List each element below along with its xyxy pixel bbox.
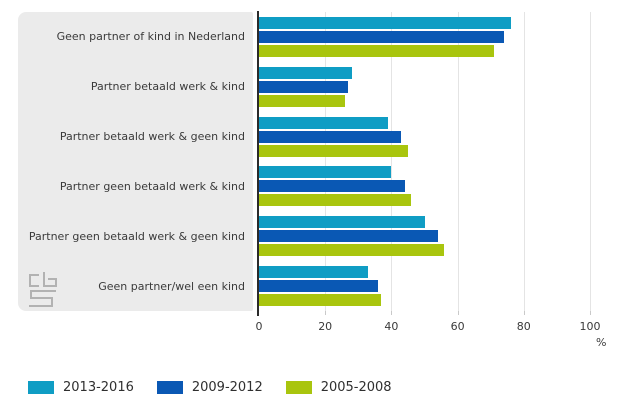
bar-2009-2012 — [259, 30, 504, 43]
bar-group — [259, 112, 590, 162]
category-label-panel — [18, 12, 253, 311]
bar-rows — [259, 12, 590, 311]
tick-mark — [590, 311, 591, 315]
bar-2009-2012 — [259, 180, 405, 193]
category-label: Partner geen betaald werk & kind — [59, 179, 245, 193]
x-tick-label: 0 — [255, 320, 263, 333]
category-label: Partner betaald werk & kind — [90, 80, 245, 94]
bar-2009-2012 — [259, 280, 379, 293]
bar-2005-2008 — [259, 94, 346, 107]
bar-2009-2012 — [259, 230, 438, 243]
bar-2005-2008 — [259, 144, 408, 157]
gridline — [457, 12, 459, 311]
bar-2005-2008 — [259, 194, 412, 207]
bar-2013-2016 — [259, 266, 369, 279]
legend-swatch — [285, 381, 312, 394]
category-label: Partner geen betaald werk & geen kind — [28, 229, 245, 243]
legend: 2013-2016 2009-2012 2005-2008 — [28, 380, 392, 395]
category-labels: Geen partner of kind in Nederland Partner… — [18, 12, 253, 311]
legend-label: 2013-2016 — [63, 380, 134, 395]
category-label: Partner betaald werk & geen kind — [59, 130, 245, 144]
x-tick-label: 60 — [450, 320, 465, 333]
legend-swatch — [156, 381, 183, 394]
tick-mark — [523, 311, 525, 315]
bar-2013-2016 — [259, 16, 511, 29]
gridline — [391, 12, 393, 311]
bar-2005-2008 — [259, 44, 494, 57]
bar-group — [259, 211, 590, 261]
bar-group — [259, 62, 590, 112]
bar-2005-2008 — [259, 244, 445, 257]
bar-group — [259, 161, 590, 211]
cbs-logo-icon — [29, 272, 57, 307]
bar-group — [259, 261, 590, 311]
gridline — [325, 12, 327, 311]
category-label: Geen partner/wel een kind — [98, 279, 245, 293]
plot-area — [259, 12, 591, 315]
tick-mark — [391, 311, 393, 315]
legend-item: 2009-2012 — [156, 380, 263, 395]
bar-2013-2016 — [259, 66, 352, 79]
legend-swatch — [28, 381, 54, 394]
legend-item: 2005-2008 — [285, 380, 392, 395]
legend-label: 2005-2008 — [320, 380, 392, 395]
x-tick-label: 100 — [579, 320, 601, 333]
bar-2005-2008 — [259, 294, 382, 307]
x-axis-unit-label: % — [596, 336, 607, 349]
x-tick-label: 20 — [318, 320, 333, 333]
x-tick-label: 40 — [384, 320, 399, 333]
bar-2009-2012 — [259, 80, 349, 93]
legend-label: 2009-2012 — [191, 380, 263, 395]
gridline — [590, 12, 591, 311]
tick-mark — [457, 311, 459, 315]
tick-mark — [325, 311, 327, 315]
x-axis-tick-labels: 0 20 40 60 80 100 — [255, 320, 601, 334]
bar-group — [259, 12, 590, 62]
y-axis-line — [257, 11, 259, 316]
bar-2013-2016 — [259, 116, 389, 129]
bar-2013-2016 — [259, 166, 392, 179]
bar-2013-2016 — [259, 216, 425, 229]
x-tick-label: 80 — [516, 320, 531, 333]
legend-item: 2013-2016 — [28, 380, 134, 395]
bar-2009-2012 — [259, 130, 402, 143]
gridline — [523, 12, 525, 311]
category-label: Geen partner of kind in Nederland — [56, 30, 245, 44]
